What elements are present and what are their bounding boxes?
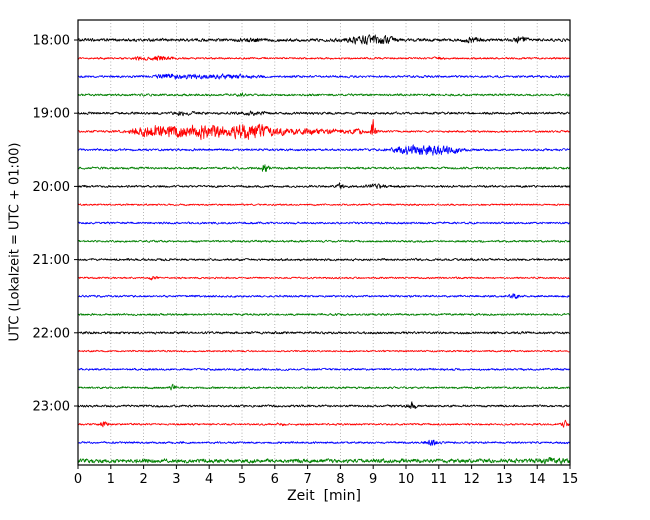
x-tick-label: 1 <box>107 472 115 487</box>
trace-18:15 <box>77 55 571 61</box>
x-tick-label: 11 <box>431 472 448 487</box>
trace-18:00 <box>77 34 571 46</box>
trace-20:30 <box>77 221 571 225</box>
trace-19:30 <box>77 144 571 156</box>
trace-18:30 <box>77 73 571 80</box>
grid <box>77 20 571 465</box>
x-tick-label: 5 <box>238 472 246 487</box>
traces <box>77 34 571 465</box>
trace-22:45 <box>77 383 571 391</box>
trace-23:00 <box>77 401 571 410</box>
trace-21:15 <box>77 275 571 281</box>
y-tick-label: 19:00 <box>33 107 70 122</box>
x-tick-label: 0 <box>74 472 82 487</box>
trace-18:45 <box>77 92 571 97</box>
trace-22:30 <box>77 367 571 372</box>
x-tick-label: 7 <box>303 472 311 487</box>
plot-frame <box>77 19 571 466</box>
x-tick-label: 12 <box>463 472 480 487</box>
trace-23:45 <box>77 456 571 465</box>
trace-22:15 <box>77 349 571 353</box>
x-tick-label: 14 <box>529 472 546 487</box>
trace-22:00 <box>77 330 571 335</box>
y-tick-label: 22:00 <box>33 326 70 341</box>
x-tick-label: 2 <box>139 472 147 487</box>
trace-21:00 <box>77 257 571 262</box>
x-axis: 0 1 2 3 4 5 6 7 8 9 10 11 12 13 14 15 <box>74 465 578 487</box>
trace-21:45 <box>77 312 571 317</box>
y-tick-label: 18:00 <box>33 34 70 49</box>
trace-21:30 <box>78 293 571 299</box>
x-axis-label: Zeit [min] <box>287 488 361 504</box>
trace-19:15 <box>77 119 571 141</box>
trace-20:45 <box>77 239 571 243</box>
trace-19:00 <box>77 110 571 117</box>
trace-20:00 <box>77 182 571 190</box>
y-tick-label: 21:00 <box>33 253 70 268</box>
x-tick-label: 3 <box>172 472 180 487</box>
y-axis-label: UTC (Lokalzeit = UTC + 01:00) <box>7 142 23 342</box>
trace-19:45 <box>77 164 571 172</box>
x-tick-label: 9 <box>369 472 377 487</box>
x-tick-label: 6 <box>271 472 279 487</box>
x-tick-label: 8 <box>336 472 344 487</box>
y-tick-label: 20:00 <box>33 180 70 195</box>
y-axis: 18:00 19:00 20:00 21:00 22:00 23:00 <box>33 34 78 415</box>
trace-23:15 <box>77 419 571 428</box>
x-tick-label: 4 <box>205 472 213 487</box>
x-tick-label: 15 <box>562 472 579 487</box>
y-tick-label: 23:00 <box>33 400 70 415</box>
trace-20:15 <box>77 203 571 207</box>
trace-23:30 <box>77 439 571 447</box>
x-tick-label: 13 <box>496 472 513 487</box>
x-tick-label: 10 <box>398 472 415 487</box>
